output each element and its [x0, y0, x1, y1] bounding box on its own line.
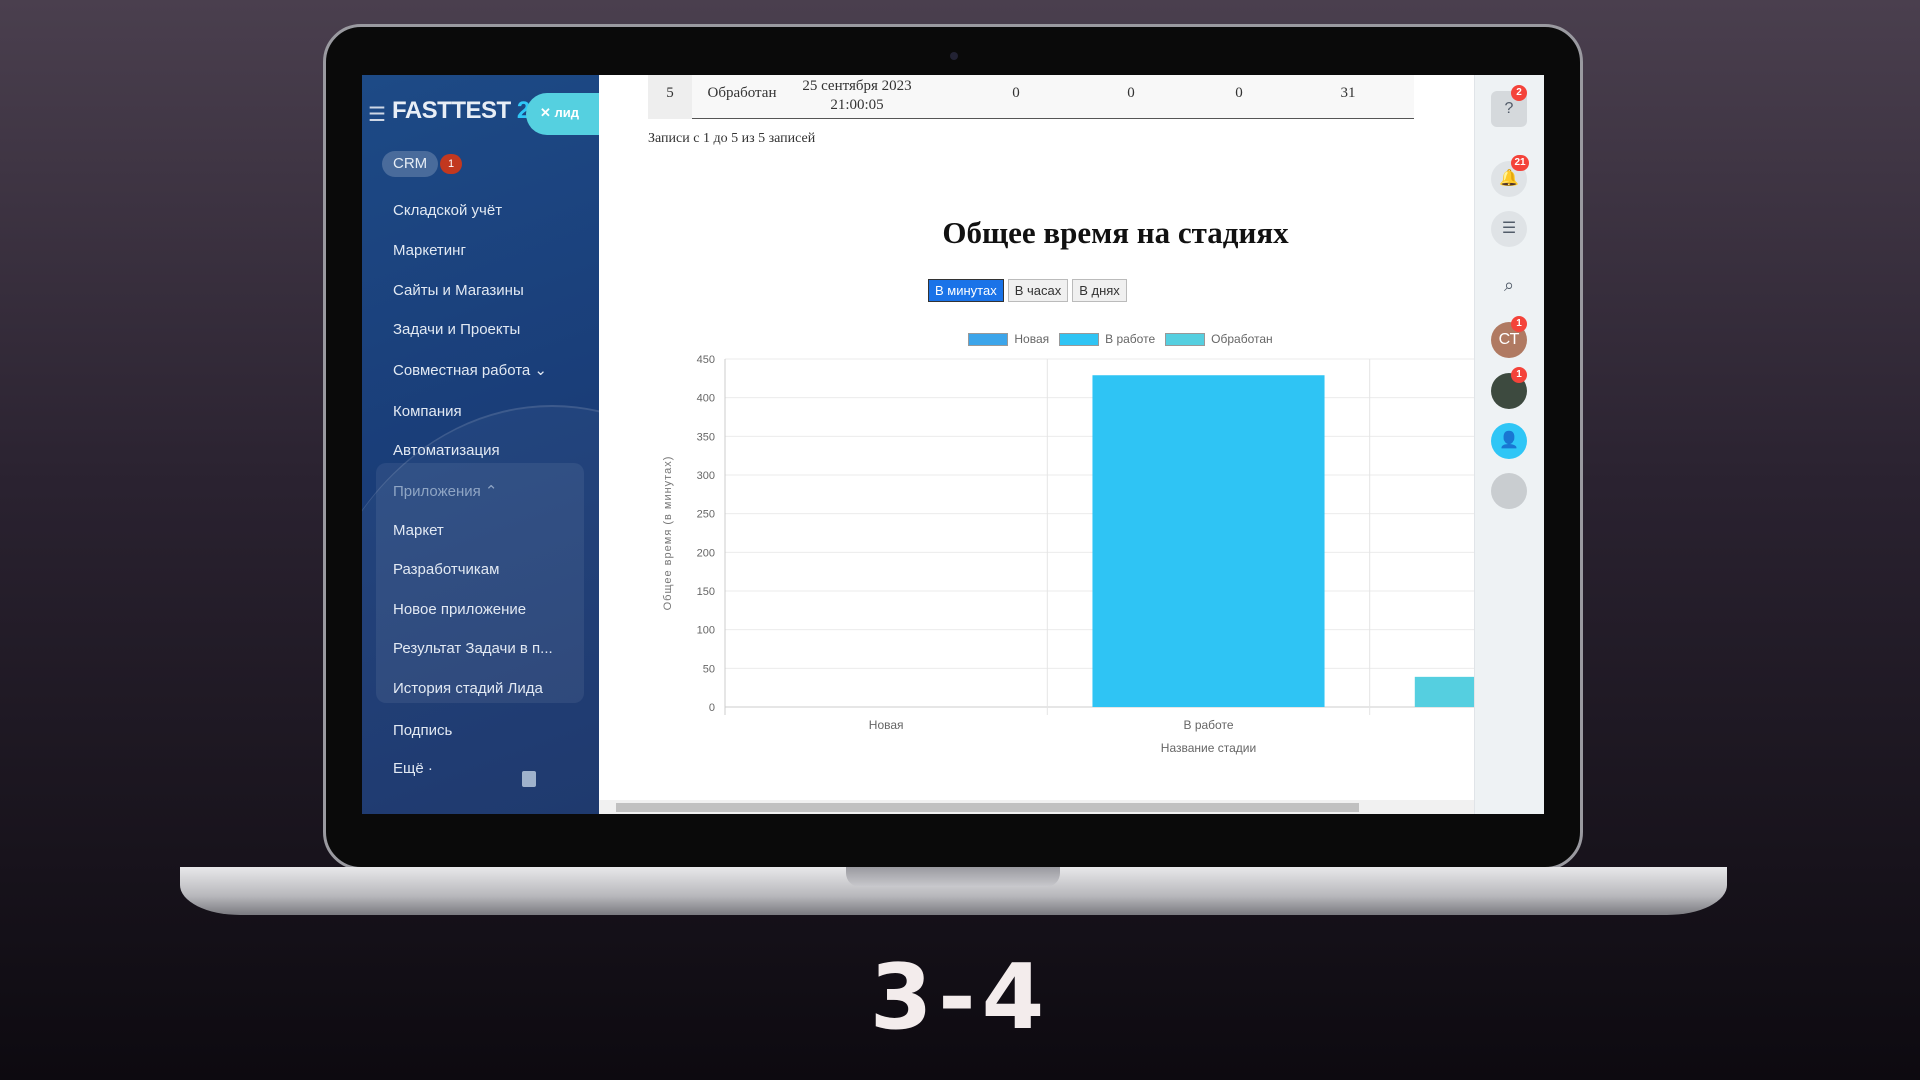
crm-badge: 1: [440, 154, 462, 174]
laptop-notch: [846, 867, 1060, 887]
sidebar-item[interactable]: Автоматизация: [393, 442, 500, 459]
sidebar-decoration: [362, 405, 599, 814]
legend-label[interactable]: В работе: [1105, 332, 1156, 346]
y-tick-label: 100: [697, 625, 715, 637]
legend-swatch[interactable]: [1165, 333, 1206, 347]
cell: 31: [1340, 85, 1356, 101]
y-tick-label: 150: [697, 586, 715, 598]
avatar-badge: 1: [1511, 316, 1527, 332]
main-content: 5 Обработан 25 сентября 2023 21:00:05 0 …: [599, 75, 1544, 814]
x-tick-label: В работе: [1183, 718, 1233, 732]
y-tick-label: 50: [703, 663, 715, 675]
printer-icon[interactable]: [522, 771, 536, 787]
apps-group: [376, 463, 584, 703]
bar-chart: 0 50 100 150 200 250 300 350 400 450 Новая В работе…: [662, 354, 1544, 755]
x-tick-label: Новая: [869, 718, 904, 732]
cell: 21:00:05: [830, 97, 884, 113]
y-tick-label: 350: [697, 431, 715, 443]
avatar[interactable]: СТ: [1491, 322, 1527, 358]
chart-legend: Новая В работе Обработан: [569, 332, 1544, 347]
sidebar-item[interactable]: Приложения ⌃: [393, 483, 498, 500]
search-icon[interactable]: ⌕: [1503, 275, 1515, 295]
screen: ☰ FASTTEST 24 ✕ лид CRM 1 Складской учёт…: [362, 75, 1544, 814]
legend-swatch[interactable]: [968, 333, 1009, 347]
sidebar-item[interactable]: Маркет: [393, 522, 444, 539]
avatar-badge: 1: [1511, 367, 1527, 383]
unit-button[interactable]: В часах: [1007, 279, 1069, 302]
y-tick-label: 200: [697, 547, 715, 559]
close-icon: ✕: [540, 105, 551, 120]
sidebar-item[interactable]: Сайты и Магазины: [393, 282, 524, 299]
sidebar-item[interactable]: Маркетинг: [393, 242, 466, 259]
y-tick-label: 300: [697, 470, 715, 482]
menu-icon[interactable]: ☰: [368, 104, 386, 126]
y-axis-title: Общее время (в минутах): [662, 456, 674, 611]
row-index-cell: [648, 75, 692, 119]
sidebar-item[interactable]: Результат Задачи в п...: [393, 640, 553, 657]
scroll-thumb[interactable]: [616, 803, 1359, 812]
unit-button[interactable]: В днях: [1072, 279, 1127, 302]
help-badge: 2: [1511, 85, 1527, 101]
y-tick-label: 450: [697, 354, 715, 366]
chat-icon[interactable]: ☰: [1491, 211, 1527, 247]
sidebar-item[interactable]: Разработчикам: [393, 561, 500, 578]
overlay-number: 3-4: [869, 945, 1051, 1050]
sidebar-item[interactable]: Ещё ·: [393, 760, 433, 777]
sidebar-item[interactable]: Совместная работа ⌄: [393, 362, 547, 379]
user-clock-icon[interactable]: 👤: [1491, 423, 1527, 459]
cell: 25 сентября 2023: [802, 78, 912, 94]
logo: FASTTEST 24: [392, 97, 543, 124]
y-tick-label: 400: [697, 393, 715, 405]
cell: Обработан: [707, 85, 777, 101]
y-tick-label: 250: [697, 509, 715, 521]
avatar-photo[interactable]: [1491, 473, 1527, 509]
lead-close-button[interactable]: ✕ лид: [526, 93, 599, 135]
right-panel: ? 2 🔔 21 ☰ ⌕ СТ 1 1 👤: [1474, 75, 1544, 814]
cell: 0: [1235, 85, 1243, 101]
table-row: [648, 75, 1414, 119]
legend-swatch[interactable]: [1059, 333, 1100, 347]
unit-toggle: В минутах В часах В днях: [928, 279, 1131, 302]
records-info: Записи с 1 до 5 из 5 записей: [648, 131, 816, 146]
legend-label[interactable]: Новая: [1014, 332, 1050, 346]
sidebar-item-crm[interactable]: CRM: [382, 151, 439, 177]
chart-title: Общее время на стадиях: [942, 215, 1289, 250]
horizontal-scrollbar[interactable]: [599, 800, 1544, 814]
sidebar-item[interactable]: Новое приложение: [393, 601, 527, 618]
sidebar: ☰ FASTTEST 24 ✕ лид CRM 1 Складской учёт…: [362, 75, 599, 814]
sidebar-item[interactable]: История стадий Лида: [393, 680, 543, 697]
sidebar-item[interactable]: Компания: [393, 403, 462, 420]
unit-button[interactable]: В минутах: [928, 279, 1004, 302]
bar: [1092, 375, 1325, 707]
y-tick-label: 0: [709, 702, 715, 714]
cell: 5: [666, 85, 674, 101]
cell: 0: [1127, 85, 1135, 101]
legend-label[interactable]: Обработан: [1211, 332, 1273, 346]
sidebar-item[interactable]: Подпись: [393, 722, 453, 739]
sidebar-item[interactable]: Складской учёт: [393, 202, 503, 219]
camera: [950, 52, 958, 60]
x-axis-title: Название стадии: [1161, 741, 1256, 755]
bell-badge: 21: [1511, 155, 1529, 171]
cell: 0: [1012, 85, 1020, 101]
sidebar-item[interactable]: Задачи и Проекты: [393, 321, 521, 338]
